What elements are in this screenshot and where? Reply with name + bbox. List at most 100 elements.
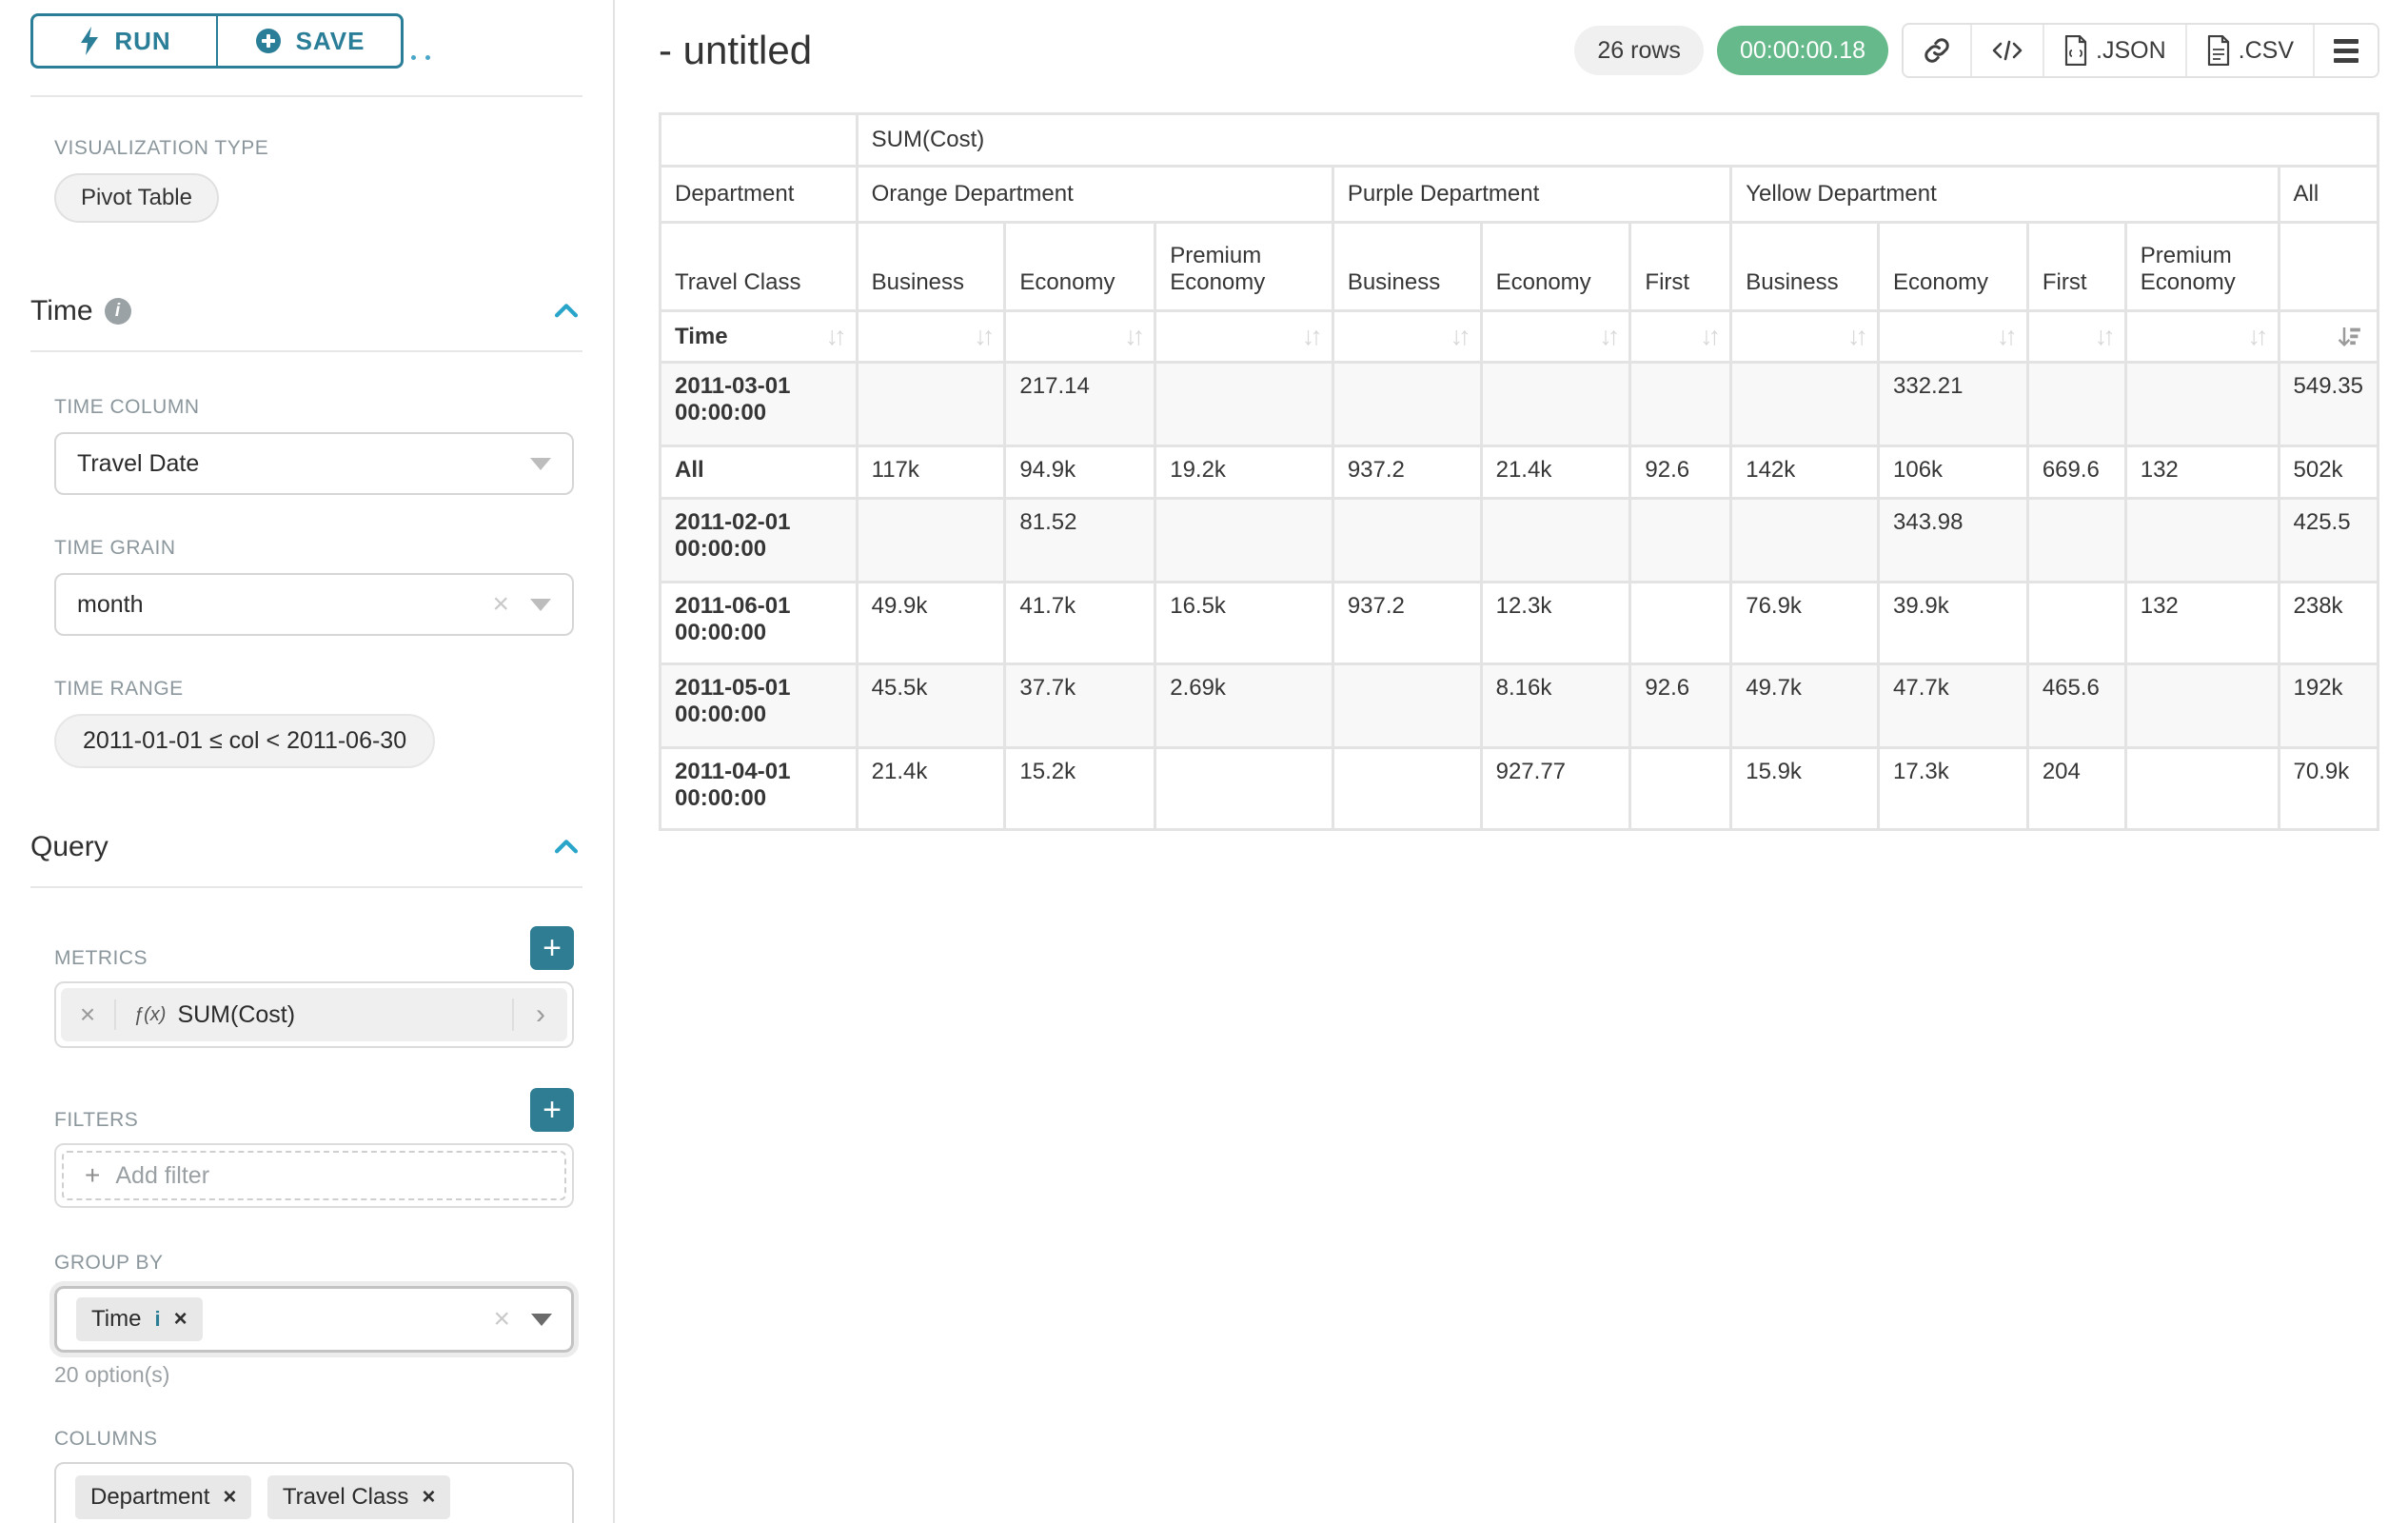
pivot-value-cell: 192k	[2279, 664, 2378, 748]
csv-button-label: .CSV	[2239, 37, 2294, 65]
group-by-options-hint: 20 option(s)	[54, 1362, 582, 1388]
sort-descending-icon[interactable]	[2335, 323, 2363, 351]
embed-code-button[interactable]	[1972, 25, 2044, 76]
chevron-up-icon[interactable]	[550, 295, 582, 327]
chevron-right-icon[interactable]: ›	[512, 999, 567, 1031]
sort-icon[interactable]: ↓↑	[1847, 322, 1864, 351]
group-by-chip[interactable]: Time i ×	[76, 1297, 203, 1341]
time-range-chip[interactable]: 2011-01-01 ≤ col < 2011-06-30	[54, 714, 435, 768]
query-section-header[interactable]: Query	[30, 831, 582, 863]
pivot-column-sort-cell[interactable]: ↓↑	[1332, 311, 1481, 363]
pivot-travel-class-header: Premium Economy	[1155, 223, 1333, 311]
caret-down-icon[interactable]	[530, 458, 551, 470]
export-csv-button[interactable]: .CSV	[2187, 25, 2315, 76]
sort-icon[interactable]: ↓↑	[2095, 322, 2111, 351]
pivot-value-cell: 332.21	[1879, 363, 2028, 446]
sort-icon[interactable]: ↓↑	[1124, 322, 1140, 351]
caret-down-icon[interactable]	[531, 1314, 552, 1326]
add-filter-button[interactable]: + Add filter	[62, 1151, 566, 1200]
add-metric-button[interactable]: +	[530, 926, 574, 970]
plus-circle-icon	[254, 27, 283, 55]
info-icon[interactable]: i	[154, 1307, 160, 1332]
pivot-column-sort-cell[interactable]: ↓↑	[1005, 311, 1155, 363]
copy-link-button[interactable]	[1904, 25, 1972, 76]
columns-select[interactable]: Department × Travel Class × ×	[54, 1462, 574, 1523]
remove-metric-icon[interactable]: ×	[61, 999, 116, 1030]
pivot-value-cell: 92.6	[1630, 446, 1731, 499]
pivot-department-header: Orange Department	[857, 167, 1332, 223]
metric-name: SUM(Cost)	[177, 1001, 295, 1029]
group-by-select[interactable]: Time i × ×	[54, 1286, 574, 1353]
row-count-badge: 26 rows	[1574, 26, 1704, 75]
more-menu-button[interactable]	[2315, 25, 2378, 76]
export-json-button[interactable]: .JSON	[2044, 25, 2187, 76]
sort-icon[interactable]: ↓↑	[974, 322, 990, 351]
pivot-row-label: 2011-02-01 00:00:00	[661, 499, 858, 583]
time-section-title: Time	[30, 295, 93, 327]
time-section-header[interactable]: Time i	[30, 295, 582, 327]
pivot-column-sort-cell[interactable]: ↓↑	[2125, 311, 2279, 363]
pivot-value-cell: 21.4k	[1481, 446, 1630, 499]
pivot-travel-class-header: Economy	[1879, 223, 2028, 311]
pivot-column-sort-cell[interactable]: ↓↑	[1879, 311, 2028, 363]
pivot-column-sort-cell[interactable]: ↓↑	[2027, 311, 2125, 363]
metric-pill[interactable]: × ƒ(x) SUM(Cost) ›	[61, 988, 567, 1041]
pivot-metric-header: SUM(Cost)	[857, 114, 2378, 167]
clear-icon[interactable]: ×	[492, 588, 509, 621]
pivot-column-sort-cell[interactable]	[2279, 311, 2378, 363]
result-actions-bar: .JSON .CSV	[1902, 23, 2379, 78]
pivot-column-sort-cell[interactable]: ↓↑	[1155, 311, 1333, 363]
clear-icon[interactable]: ×	[493, 1303, 510, 1335]
pivot-value-cell: 117k	[857, 446, 1005, 499]
sort-icon[interactable]: ↓↑	[2248, 322, 2264, 351]
sort-icon[interactable]: ↓↑	[1997, 322, 2013, 351]
pivot-travel-class-header: Business	[857, 223, 1005, 311]
time-range-label: TIME RANGE	[54, 678, 582, 701]
pivot-value-cell: 2.69k	[1155, 664, 1333, 748]
pivot-table-container: SUM(Cost)DepartmentOrange DepartmentPurp…	[659, 112, 2379, 831]
pivot-time-sort-cell[interactable]: Time↓↑	[661, 311, 858, 363]
pivot-column-sort-cell[interactable]: ↓↑	[1630, 311, 1731, 363]
pivot-value-cell: 94.9k	[1005, 446, 1155, 499]
pivot-column-sort-cell[interactable]: ↓↑	[1731, 311, 1879, 363]
pivot-value-cell	[1332, 748, 1481, 830]
json-button-label: .JSON	[2096, 37, 2166, 65]
sort-icon[interactable]: ↓↑	[826, 322, 842, 351]
save-button[interactable]: SAVE	[217, 13, 404, 69]
pivot-department-header: Purple Department	[1332, 167, 1730, 223]
remove-chip-icon[interactable]: ×	[174, 1306, 188, 1333]
clear-icon[interactable]: ×	[492, 1515, 509, 1523]
remove-chip-icon[interactable]: ×	[223, 1484, 236, 1511]
chevron-up-icon[interactable]	[550, 831, 582, 863]
info-icon[interactable]: i	[105, 298, 131, 325]
sort-icon[interactable]: ↓↑	[1599, 322, 1615, 351]
caret-down-icon[interactable]	[530, 599, 551, 611]
sort-icon[interactable]: ↓↑	[1302, 322, 1318, 351]
run-button[interactable]: RUN	[30, 13, 217, 69]
pivot-value-cell	[1332, 499, 1481, 583]
pivot-row-label: 2011-05-01 00:00:00	[661, 664, 858, 748]
viz-type-label: VISUALIZATION TYPE	[54, 137, 582, 160]
pivot-data-row: 2011-02-01 00:00:0081.52343.98425.5	[661, 499, 2378, 583]
pivot-travel-class-header: Economy	[1005, 223, 1155, 311]
viz-type-chip[interactable]: Pivot Table	[54, 173, 219, 223]
pivot-value-cell: 132	[2125, 583, 2279, 664]
fx-icon: ƒ(x)	[133, 1004, 166, 1026]
time-dimension-label: Time	[675, 324, 826, 350]
sort-icon[interactable]: ↓↑	[1451, 322, 1467, 351]
time-grain-label: TIME GRAIN	[54, 537, 582, 560]
remove-chip-icon[interactable]: ×	[422, 1484, 435, 1511]
time-grain-select[interactable]: month ×	[54, 573, 574, 636]
pivot-travel-class-header: Business	[1731, 223, 1879, 311]
pivot-column-sort-cell[interactable]: ↓↑	[857, 311, 1005, 363]
columns-chip[interactable]: Travel Class ×	[267, 1475, 450, 1519]
columns-chip[interactable]: Department ×	[75, 1475, 251, 1519]
pivot-row-label: 2011-04-01 00:00:00	[661, 748, 858, 830]
sort-icon[interactable]: ↓↑	[1700, 322, 1716, 351]
pivot-column-sort-cell[interactable]: ↓↑	[1481, 311, 1630, 363]
add-filter-plus-button[interactable]: +	[530, 1088, 574, 1132]
pivot-value-cell	[1332, 664, 1481, 748]
time-column-select[interactable]: Travel Date	[54, 432, 574, 495]
pivot-department-header: Yellow Department	[1731, 167, 2279, 223]
chart-title[interactable]: - untitled	[659, 28, 812, 73]
